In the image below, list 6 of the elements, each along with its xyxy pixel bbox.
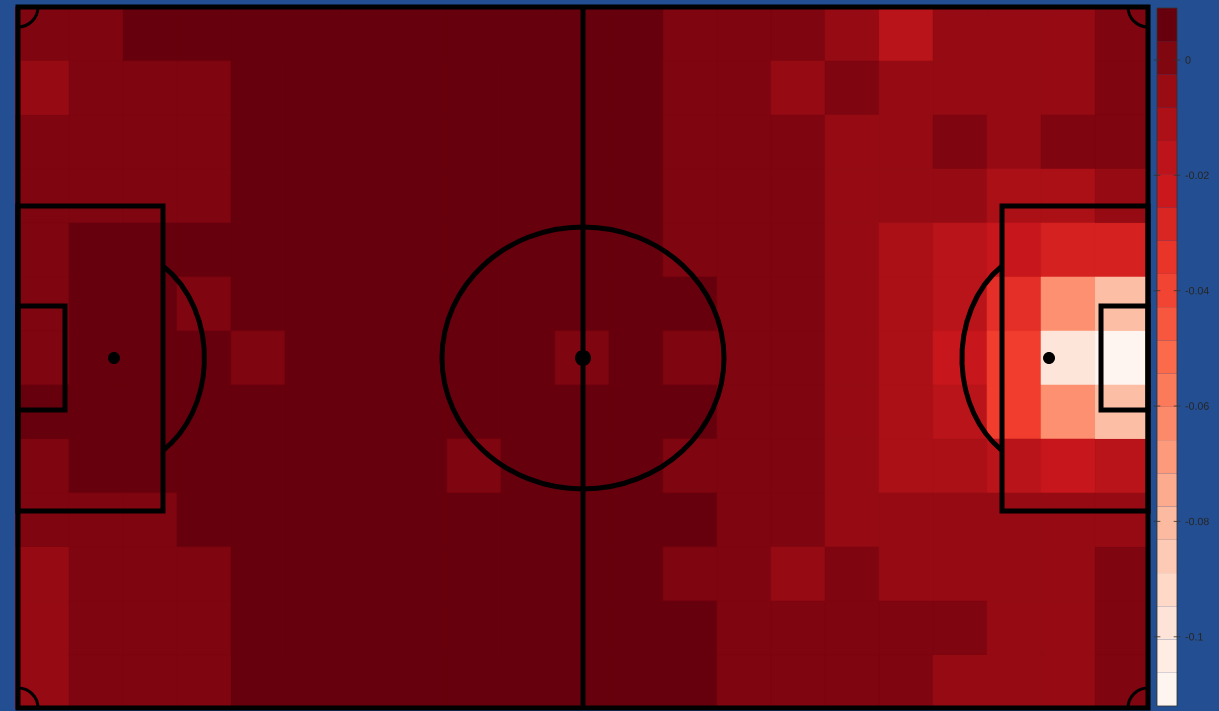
color-bar-label: -0.02: [1185, 171, 1209, 180]
color-bar-label: -0.06: [1185, 402, 1209, 410]
color-bar-label: 0: [1185, 56, 1191, 64]
color-bar-label: -0.1: [1185, 633, 1203, 641]
color-bar-label: -0.04: [1185, 286, 1209, 295]
color-bar-label: -0.08: [1185, 517, 1209, 526]
